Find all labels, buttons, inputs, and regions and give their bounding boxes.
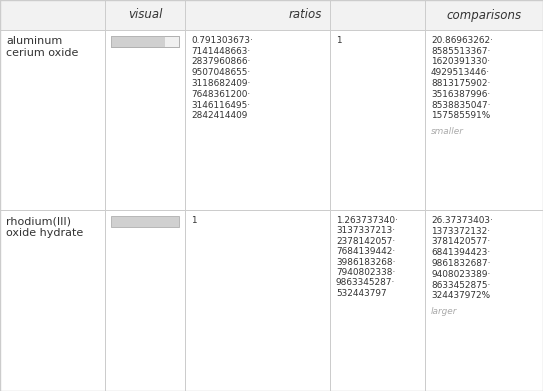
Bar [425,30,543,210]
Text: 26.37373403·
1373372132·
3781420577·
6841394423·
9861832687·
9408023389·
8633452: 26.37373403· 1373372132· 3781420577· 684… [431,216,493,300]
Text: rhodium(III)
oxide hydrate: rhodium(III) oxide hydrate [6,216,83,238]
Text: visual: visual [128,9,162,22]
Bar [185,30,330,210]
Bar [105,210,185,391]
Bar [105,30,185,210]
Bar [330,30,425,210]
Bar [111,36,179,47]
Bar [330,210,425,391]
Bar [111,36,179,47]
Text: 0.791303673·
7141448663·
2837960866·
9507048655·
3118682409·
7648361200·
3146116: 0.791303673· 7141448663· 2837960866· 950… [191,36,252,120]
Text: larger: larger [431,307,457,316]
Bar [0,30,105,210]
Bar [0,0,543,30]
Bar [425,210,543,391]
Text: comparisons: comparisons [446,9,522,22]
Text: aluminum
cerium oxide: aluminum cerium oxide [6,36,78,57]
Bar [0,210,105,391]
Text: ratios: ratios [288,9,321,22]
Text: 1: 1 [191,216,197,225]
Bar [111,216,179,227]
Text: 20.86963262·
8585513367·
1620391330·
4929513446·
8813175902·
3516387996·
8538835: 20.86963262· 8585513367· 1620391330· 492… [431,36,493,120]
Text: 1.263737340·
3137337213·
2378142057·
7684139442·
3986183268·
7940802338·
9863345: 1.263737340· 3137337213· 2378142057· 768… [336,216,398,298]
Text: smaller: smaller [431,127,464,136]
Bar [185,210,330,391]
Text: 1: 1 [336,36,342,45]
Bar [111,36,165,47]
